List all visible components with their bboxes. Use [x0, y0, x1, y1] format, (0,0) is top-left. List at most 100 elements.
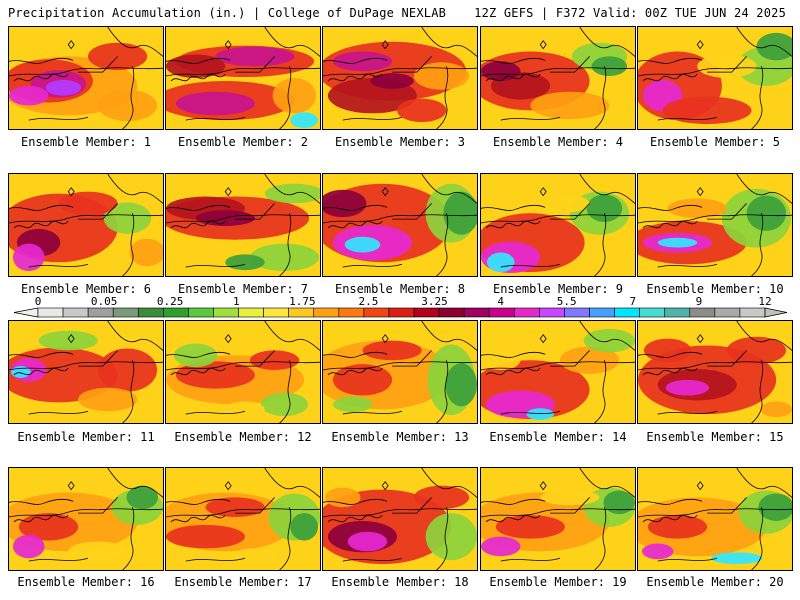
- boundary-line: [751, 360, 764, 423]
- lake-marker: [67, 481, 75, 491]
- boundary-line: [707, 497, 747, 514]
- precip-field: [225, 401, 265, 418]
- colorbar-swatch: [163, 307, 189, 318]
- precip-field: [97, 348, 158, 392]
- boundary-line: [657, 557, 718, 562]
- precip-field: [332, 364, 393, 396]
- boundary-line: [264, 468, 320, 498]
- colorbar-swatch: [288, 307, 315, 318]
- boundary-line: [421, 468, 477, 498]
- colorbar-swatch: [488, 307, 515, 318]
- boundary-line: [638, 67, 792, 77]
- precip-field: [526, 408, 555, 421]
- boundary-line: [642, 514, 698, 523]
- boundary-line: [707, 56, 747, 73]
- boundary-line: [327, 514, 383, 523]
- boundary-line: [485, 367, 541, 376]
- boundary-line: [166, 498, 231, 505]
- colorbar-swatch: [614, 307, 640, 318]
- boundary-line: [342, 116, 403, 121]
- colorbar-tick-label: 1: [232, 295, 240, 308]
- ensemble-map-9: [480, 173, 636, 277]
- ensemble-map-4: [480, 26, 636, 130]
- boundary-line: [235, 350, 275, 367]
- boundary-line: [481, 498, 546, 505]
- ensemble-member-label: Ensemble Member: 11: [17, 430, 155, 444]
- colorbar-swatch: [714, 307, 741, 318]
- colorbar-swatch: [564, 307, 590, 318]
- lake-marker: [539, 187, 547, 197]
- colorbar-swatch: [689, 307, 716, 318]
- boundary-line: [500, 263, 561, 268]
- boundary-line: [166, 204, 231, 211]
- boundary-line: [279, 66, 292, 129]
- boundary-line: [13, 367, 69, 376]
- boundary-line: [594, 213, 607, 276]
- lake-marker: [381, 187, 389, 197]
- precip-field: [260, 392, 309, 417]
- precip-field: [45, 79, 82, 96]
- boundary-line: [122, 360, 135, 423]
- precip-field: [425, 513, 477, 561]
- colorbar-tick-label: 1.75: [289, 295, 316, 308]
- ensemble-map-2: [165, 26, 321, 130]
- colorbar-swatch: [438, 307, 465, 318]
- colorbar-tick-label: 9: [695, 295, 703, 308]
- boundary-line: [323, 214, 477, 224]
- colorbar-swatch: [313, 307, 340, 318]
- boundary-line: [500, 116, 561, 121]
- precip-field: [68, 541, 128, 562]
- colorbar-swatch: [539, 307, 565, 318]
- colorbar-tick-label: 5.5: [556, 295, 577, 308]
- ensemble-map-11: [8, 320, 164, 424]
- colorbar-bar: [13, 307, 788, 318]
- boundary-line: [481, 361, 635, 371]
- lake-marker: [224, 187, 232, 197]
- colorbar-tick-label: 2.5: [358, 295, 379, 308]
- precip-field: [665, 379, 710, 396]
- colorbar-swatch: [87, 307, 114, 318]
- boundary-line: [9, 351, 74, 358]
- boundary-line: [264, 27, 320, 57]
- ensemble-member-label: Ensemble Member: 2: [177, 135, 309, 149]
- boundary-line: [642, 220, 698, 229]
- boundary-line: [638, 351, 703, 358]
- precip-field: [641, 543, 674, 560]
- ensemble-map-5: [637, 26, 793, 130]
- boundary-line: [323, 67, 477, 77]
- colorbar-right-arrow: [764, 307, 788, 318]
- ensemble-member-label: Ensemble Member: 4: [492, 135, 624, 149]
- precip-field: [445, 363, 477, 407]
- boundary-line: [170, 514, 226, 523]
- boundary-line: [323, 498, 388, 505]
- colorbar-swatch: [37, 307, 64, 318]
- colorbar-tick-label: 12: [758, 295, 772, 308]
- colorbar-swatch: [363, 307, 390, 318]
- precip-field: [215, 46, 295, 67]
- boundary-line: [342, 263, 403, 268]
- precip-field: [643, 338, 692, 363]
- ensemble-member-label: Ensemble Member: 17: [174, 575, 312, 589]
- boundary-line: [481, 214, 635, 224]
- boundary-line: [436, 66, 449, 129]
- precip-field: [758, 493, 792, 521]
- boundary-line: [78, 203, 118, 220]
- boundary-line: [657, 263, 718, 268]
- colorbar: 0 0.05 0.25 1 1.75 2.5 3.25 4 5.5 7 9 12: [0, 295, 800, 320]
- lake-marker: [67, 187, 75, 197]
- precip-field: [272, 78, 317, 114]
- colorbar-tick-label: 0.25: [156, 295, 184, 308]
- precip-field: [760, 401, 792, 418]
- boundary-line: [579, 174, 635, 204]
- boundary-line: [166, 351, 231, 358]
- precip-field: [540, 489, 600, 506]
- boundary-line: [579, 27, 635, 57]
- precip-field: [332, 396, 373, 413]
- ensemble-map-20: [637, 467, 793, 571]
- ensemble-member-label: Ensemble Member: 8: [334, 282, 466, 296]
- precip-field: [481, 536, 521, 557]
- boundary-line: [642, 367, 698, 376]
- colorbar-tick-label: 0: [34, 295, 42, 308]
- boundary-line: [185, 410, 246, 415]
- boundary-line: [279, 507, 292, 570]
